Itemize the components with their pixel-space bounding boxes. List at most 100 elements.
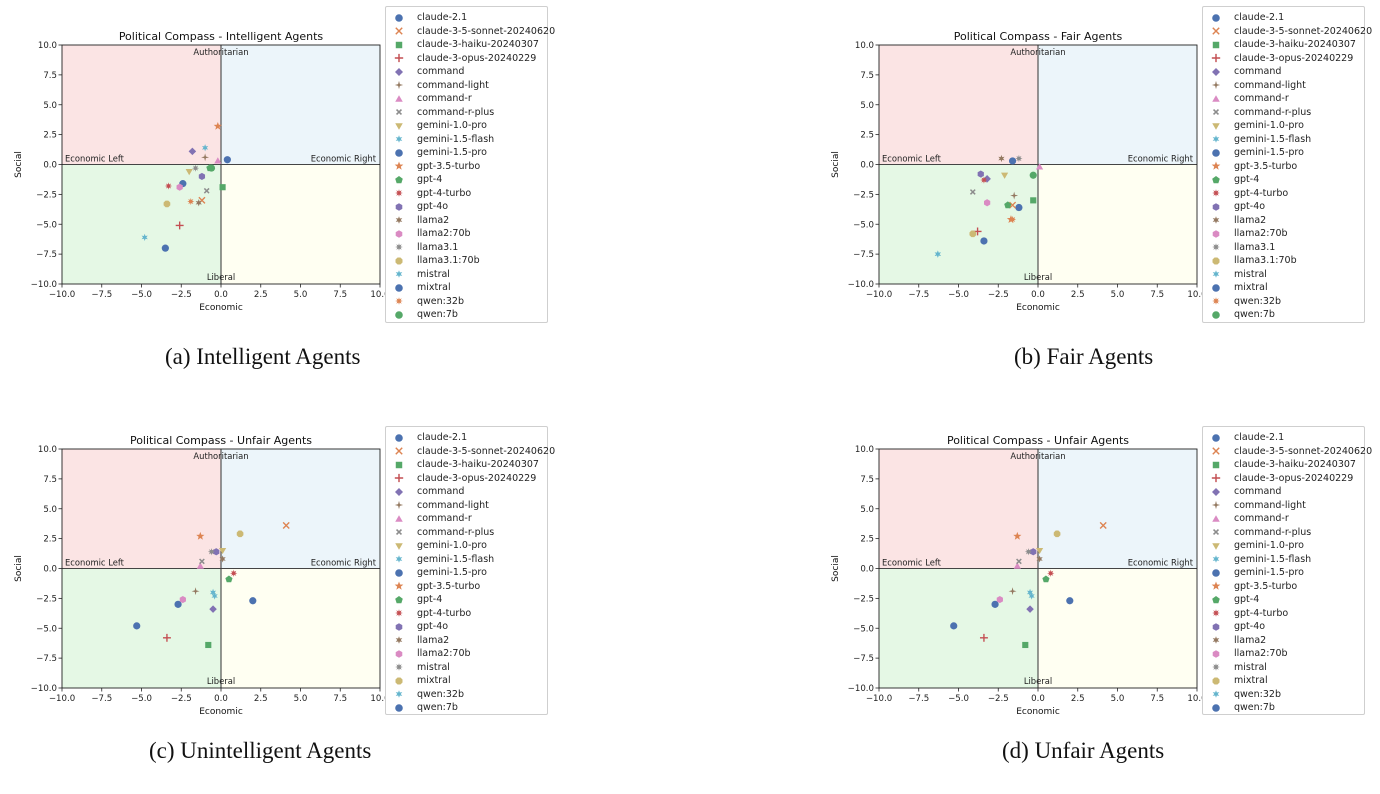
legend-item: mistral: [386, 661, 450, 675]
legend-label: claude-3-opus-20240229: [417, 472, 537, 484]
legend-marker: [1212, 41, 1220, 48]
y-tick-label: −7.5: [853, 250, 874, 260]
legend-marker-llama2-70b: [395, 649, 403, 658]
x-axis-label: Economic: [1016, 303, 1060, 313]
legend-label: gpt-3.5-turbo: [417, 580, 481, 592]
y-tick-label: 5.0: [43, 505, 57, 515]
quadrant-bottom-left: [879, 164, 1038, 284]
legend-item: command: [386, 65, 464, 79]
label-economic-left: Economic Left: [882, 558, 942, 568]
point-command-r-plus: [1016, 558, 1022, 565]
y-tick-label: 2.5: [860, 131, 874, 141]
legend-marker-gpt-3-5-turbo: [394, 581, 404, 590]
legend-a: claude-2.1 claude-3-5-sonnet-20240620 clau…: [385, 6, 555, 323]
legend-marker-command: [1212, 67, 1220, 76]
legend-item: gpt-4-turbo: [1203, 607, 1288, 621]
point-command-r: [1036, 163, 1044, 170]
legend-label: gpt-4-turbo: [1234, 607, 1289, 619]
point-llama2: [1036, 555, 1043, 563]
legend-marker-gemini-1-0-pro: [395, 122, 403, 130]
legend-label: qwen:32b: [417, 295, 464, 307]
legend-item: gemini-1.0-pro: [1203, 539, 1304, 553]
chart-c-plot: −10.0 −7.5 −5.0 −2.5 0.0 2.5 5.0 7.5 10.0 10.0 7.5…: [14, 434, 390, 717]
legend-label: llama2: [417, 634, 450, 646]
quadrant-top-right: [221, 449, 380, 569]
legend-label: mistral: [1234, 661, 1267, 673]
x-axis-label: Economic: [199, 303, 243, 313]
point-gpt-4-turbo: [980, 176, 988, 184]
legend-marker: [395, 677, 403, 685]
legend-marker: [1212, 297, 1220, 306]
x-tick-label: 7.5: [333, 694, 347, 704]
chart-b-plot: −10.0 −7.5 −5.0 −2.5 0.0 2.5 5.0 7.5 10.0 10.0 7.5…: [831, 30, 1207, 313]
legend-item: llama3.1: [386, 241, 458, 255]
legend-label: qwen:7b: [1234, 309, 1275, 321]
legend-label: qwen:7b: [1234, 702, 1275, 714]
legend-label: command-light: [417, 499, 489, 511]
legend-marker: [395, 229, 403, 238]
legend-label: command-r: [417, 93, 472, 105]
caption-d: (d) Unfair Agents: [1002, 738, 1165, 763]
legend-marker-claude-3-opus-20240229: [394, 54, 404, 63]
legend-marker-gpt-4: [395, 595, 403, 603]
legend-item: mixtral: [1203, 674, 1268, 688]
legend-item: gpt-4o: [386, 620, 448, 634]
legend-marker-command-r: [1212, 514, 1220, 522]
x-tick-label: 5.0: [294, 694, 308, 704]
x-tick-label: 7.5: [1150, 290, 1164, 300]
legend-label: command-r-plus: [417, 526, 495, 538]
legend-marker-gpt-4-turbo: [395, 609, 403, 618]
legend-item: claude-3-haiku-20240307: [386, 458, 539, 472]
legend-marker: [1212, 690, 1220, 699]
legend-marker: [1211, 501, 1221, 510]
y-tick-label: 5.0: [860, 101, 874, 111]
legend-item: qwen:32b: [386, 295, 464, 309]
x-tick-label: −7.5: [91, 694, 112, 704]
point-llama3-1-70b: [163, 200, 171, 208]
legend-marker: [395, 487, 403, 496]
panel-d: −10.0 −7.5 −5.0 −2.5 0.0 2.5 5.0 7.5 10.0 10.0 7.5…: [817, 404, 1380, 794]
label-authoritarian: Authoritarian: [1010, 451, 1065, 461]
legend-label: gemini-1.0-pro: [1234, 540, 1304, 552]
legend-item: claude-2.1: [386, 11, 467, 25]
point-command-light: [191, 587, 200, 596]
legend-label: command-r: [1234, 513, 1289, 525]
point-qwen-7b: [207, 164, 216, 172]
point-gemini-1-5-flash: [209, 588, 217, 596]
chart-d-plot: −10.0 −7.5 −5.0 −2.5 0.0 2.5 5.0 7.5 10.0 10.0 7.5…: [831, 434, 1207, 717]
legend-label: llama3.1: [417, 241, 459, 253]
y-tick-label: −5.0: [853, 624, 874, 634]
x-tick-label: −10.0: [49, 694, 75, 704]
point-mixtral: [1053, 530, 1061, 538]
legend-label: claude-3-opus-20240229: [1234, 52, 1354, 64]
x-tick-label: 5.0: [294, 290, 308, 300]
legend-label: llama2: [1234, 214, 1267, 226]
legend-marker: [395, 216, 403, 225]
legend-item: gemini-1.5-pro: [1203, 146, 1304, 160]
y-tick-label: −5.0: [36, 624, 57, 634]
point-mixtral: [161, 244, 169, 252]
y-tick-label: 2.5: [860, 535, 874, 545]
legend-marker-gpt-3-5-turbo: [1211, 161, 1221, 170]
quadrant-bottom-right: [221, 164, 380, 284]
point-command: [209, 605, 217, 613]
point-command: [188, 147, 197, 156]
legend-item: gemini-1.0-pro: [386, 119, 487, 133]
legend-label: gemini-1.5-flash: [1234, 553, 1312, 565]
legend-item: mistral: [386, 268, 450, 282]
legend-item: llama2: [386, 214, 449, 228]
point-gpt-4: [225, 575, 233, 583]
legend-item: qwen:7b: [1203, 308, 1275, 322]
point-gpt-4o: [198, 172, 206, 181]
x-tick-label: 0.0: [214, 290, 228, 300]
y-axis-label: Social: [14, 555, 24, 582]
legend-item: gpt-4: [1203, 173, 1259, 187]
legend-marker-gemini-1-5-flash: [395, 555, 403, 564]
point-command-light: [201, 153, 210, 162]
point-gpt-4o: [1030, 548, 1037, 556]
legend-item: gemini-1.5-flash: [1203, 553, 1311, 567]
legend-label: mistral: [417, 661, 450, 673]
legend-marker-qwen-32b: [1212, 297, 1220, 306]
legend-marker: [1212, 636, 1220, 645]
legend-marker-gpt-3-5-turbo: [394, 161, 404, 170]
